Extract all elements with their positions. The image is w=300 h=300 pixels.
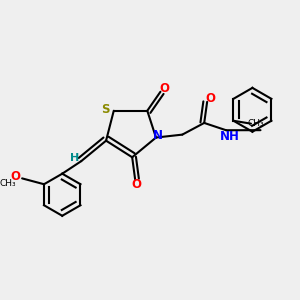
Text: NH: NH — [220, 130, 240, 143]
Text: N: N — [152, 129, 163, 142]
Text: O: O — [11, 170, 21, 183]
Text: CH₃: CH₃ — [248, 119, 265, 128]
Text: O: O — [206, 92, 216, 105]
Text: H: H — [70, 153, 80, 163]
Text: O: O — [132, 178, 142, 191]
Text: O: O — [159, 82, 169, 95]
Text: CH₃: CH₃ — [0, 179, 16, 188]
Text: S: S — [101, 103, 110, 116]
